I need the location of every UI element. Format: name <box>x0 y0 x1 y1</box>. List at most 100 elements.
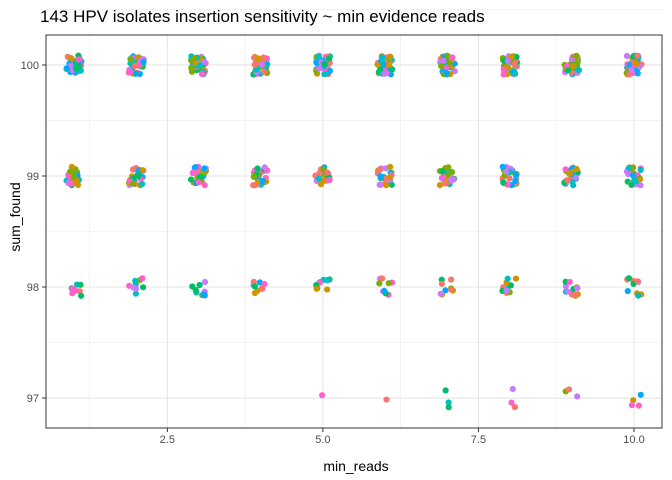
y-tick-label: 98 <box>27 282 39 294</box>
data-point <box>324 286 331 293</box>
y-tick-label: 99 <box>27 171 39 183</box>
data-point <box>441 180 448 187</box>
data-point <box>68 163 75 170</box>
data-point <box>200 291 207 298</box>
data-point <box>63 65 70 72</box>
data-point <box>321 71 328 78</box>
data-point <box>445 399 452 406</box>
chart-title: 143 HPV isolates insertion sensitivity ~… <box>40 7 485 26</box>
x-tick-label: 2.5 <box>160 434 175 446</box>
data-point <box>500 179 507 186</box>
data-point <box>444 52 451 59</box>
data-point <box>565 67 572 74</box>
data-point <box>509 385 516 393</box>
data-point <box>192 164 199 171</box>
data-point <box>389 66 396 73</box>
data-point <box>259 285 266 292</box>
data-point <box>313 285 320 292</box>
data-point <box>504 64 512 71</box>
data-point <box>315 65 323 72</box>
data-point <box>132 290 139 297</box>
data-point <box>69 290 76 297</box>
data-point <box>197 173 204 180</box>
data-point <box>75 56 82 63</box>
data-point <box>132 285 140 292</box>
data-point <box>637 182 644 189</box>
data-point <box>188 65 195 72</box>
data-point <box>507 282 514 289</box>
data-point <box>315 175 322 182</box>
data-point <box>189 169 197 176</box>
data-point <box>511 61 518 68</box>
data-point <box>380 61 387 68</box>
data-point <box>386 53 393 60</box>
data-point <box>449 54 456 61</box>
data-point <box>573 165 580 173</box>
data-point <box>451 68 458 75</box>
data-point <box>326 67 334 74</box>
data-point <box>201 58 208 65</box>
data-point <box>634 278 641 285</box>
data-point <box>374 61 381 68</box>
grid-major <box>46 35 662 428</box>
data-point <box>566 278 573 286</box>
data-point <box>635 402 643 409</box>
data-point <box>326 176 333 184</box>
data-point <box>376 166 383 173</box>
x-axis: 2.5 5.0 7.5 10.0 <box>160 428 645 446</box>
data-point <box>376 280 383 287</box>
data-point <box>254 165 261 172</box>
data-point <box>437 290 444 297</box>
data-point <box>574 285 581 292</box>
data-point <box>188 176 195 183</box>
data-point <box>77 281 84 288</box>
data-point <box>630 397 637 404</box>
data-point <box>562 283 570 290</box>
data-point <box>635 292 642 299</box>
data-point <box>448 286 455 293</box>
data-point <box>68 55 75 62</box>
data-point <box>439 173 447 181</box>
data-point <box>506 175 513 182</box>
data-point <box>508 53 515 60</box>
data-point <box>387 174 394 181</box>
data-point <box>251 290 258 297</box>
data-point <box>513 171 520 178</box>
data-point <box>68 180 75 187</box>
data-point <box>504 57 511 64</box>
data-point <box>566 170 573 177</box>
data-point <box>74 181 82 188</box>
data-point <box>132 277 139 284</box>
data-point <box>130 180 137 187</box>
data-point <box>191 55 198 62</box>
data-point <box>379 56 386 64</box>
data-point <box>569 178 576 186</box>
data-point <box>135 173 142 180</box>
data-point <box>445 404 452 411</box>
data-point <box>251 283 258 290</box>
data-point <box>438 280 445 287</box>
data-point <box>250 173 257 180</box>
data-point <box>626 164 633 171</box>
data-point <box>383 396 390 403</box>
data-point <box>387 163 394 170</box>
data-point <box>436 182 443 189</box>
data-point <box>633 60 641 67</box>
data-point <box>626 62 633 69</box>
data-point <box>631 177 638 184</box>
data-point <box>442 287 449 294</box>
data-point <box>67 168 74 175</box>
data-point <box>127 68 134 75</box>
data-point <box>127 56 134 63</box>
data-point <box>132 70 139 77</box>
y-axis: 97 98 99 100 <box>21 60 46 405</box>
data-point <box>139 275 146 282</box>
data-point <box>575 67 583 74</box>
data-point <box>192 60 199 67</box>
data-point <box>512 177 519 184</box>
data-point <box>446 59 453 67</box>
data-point <box>637 176 644 183</box>
x-tick-label: 7.5 <box>471 434 486 446</box>
data-point <box>625 275 633 282</box>
